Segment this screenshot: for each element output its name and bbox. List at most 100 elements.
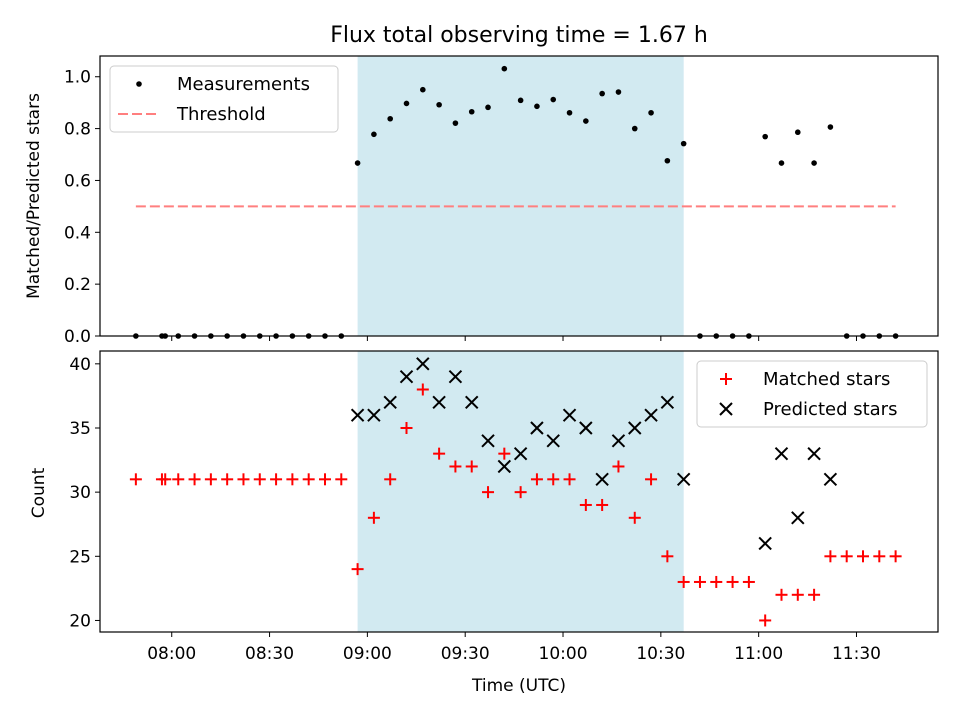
predicted-star-point <box>497 459 512 474</box>
legend-measurements-label: Measurements <box>177 74 310 95</box>
matched-star-point <box>645 473 658 486</box>
top-legend: Measurements Threshold <box>109 65 339 133</box>
matched-star-point <box>465 460 478 473</box>
matched-star-point <box>661 550 674 563</box>
matched-star-point <box>237 473 250 486</box>
measurement-point <box>811 160 817 166</box>
predicted-star-point <box>546 434 560 448</box>
matched-star-point <box>318 473 331 486</box>
bottom-panel: 20 25 30 35 40 08:00 08:30 09:00 09:30 10:00 10:3… <box>29 350 939 696</box>
predicted-star-point <box>774 446 789 461</box>
xtick-label: 08:30 <box>245 644 294 664</box>
predicted-star-point <box>481 434 495 448</box>
measurement-point <box>485 104 491 111</box>
matched-star-point <box>742 575 755 588</box>
matched-star-point <box>449 460 462 473</box>
measurement-point <box>436 101 442 108</box>
measurement-point <box>403 100 410 107</box>
matched-star-point <box>563 473 576 486</box>
measurement-point <box>827 124 834 130</box>
measurement-point <box>664 157 671 164</box>
top-ytick-label: 0.6 <box>64 171 91 191</box>
top-panel: 0.0 0.2 0.4 0.6 0.8 1.0 Matched/Predicted sta… <box>24 55 939 347</box>
bottom-ytick-label: 40 <box>69 355 91 375</box>
matched-star-point <box>270 473 283 486</box>
measurement-point <box>420 86 426 93</box>
legend-matched-label: Matched stars <box>763 369 890 390</box>
top-legend-box <box>109 65 339 133</box>
measurement-point <box>648 109 654 116</box>
predicted-star-point <box>448 369 463 384</box>
matched-star-point <box>612 460 625 473</box>
predicted-star-point <box>432 395 446 410</box>
matched-star-point <box>351 563 364 576</box>
matched-star-point <box>530 473 543 486</box>
x-axis-label: Time (UTC) <box>471 676 566 696</box>
top-ytick-label: 0.8 <box>64 120 91 140</box>
xtick-label: 11:30 <box>832 644 881 664</box>
matched-star-point <box>433 447 446 460</box>
predicted-star-point <box>823 472 838 487</box>
matched-star-point <box>596 498 609 511</box>
predicted-star-point <box>660 395 675 410</box>
measurement-point <box>566 109 573 116</box>
chart-title: Flux total observing time = 1.67 h <box>330 23 708 48</box>
xtick-label: 10:00 <box>539 644 588 664</box>
measurement-point <box>534 103 540 110</box>
measurement-point <box>794 129 801 136</box>
matched-star-point <box>221 473 234 486</box>
matched-star-point <box>159 473 172 486</box>
matched-star-point <box>129 473 142 486</box>
predicted-star-point <box>579 421 593 435</box>
matched-star-point <box>775 588 788 601</box>
matched-star-point <box>253 473 266 486</box>
top-ytick-label: 1.0 <box>64 68 91 88</box>
top-ytick-label: 0.4 <box>64 223 91 243</box>
predicted-star-point <box>791 511 805 525</box>
measurement-point <box>762 133 768 140</box>
matched-star-point <box>172 473 185 486</box>
matched-star-point <box>482 486 495 499</box>
legend-matched-marker <box>720 373 732 385</box>
matched-star-point <box>286 473 299 486</box>
predicted-star-point <box>383 395 397 410</box>
matched-star-point <box>857 550 870 563</box>
matched-star-point <box>188 473 201 486</box>
predicted-star-point <box>611 434 626 448</box>
bottom-y-axis-label: Count <box>29 467 49 518</box>
legend-threshold-label: Threshold <box>176 104 266 125</box>
measurement-point <box>680 140 687 147</box>
matched-star-point <box>498 447 511 460</box>
predicted-star-point <box>350 408 365 422</box>
predicted-star-point <box>367 408 381 422</box>
matched-star-point <box>889 550 902 563</box>
bottom-ytick-label: 30 <box>69 483 91 503</box>
predicted-star-point <box>562 408 577 422</box>
xtick-label: 09:30 <box>441 644 490 664</box>
predicted-star-point <box>530 421 544 435</box>
predicted-star-point <box>628 421 642 435</box>
measurement-point <box>517 97 524 104</box>
measurement-point <box>354 160 361 166</box>
top-ytick-label: 0.2 <box>64 275 91 295</box>
measurement-point <box>371 131 377 138</box>
bottom-legend: Matched stars Predicted stars <box>696 360 928 428</box>
predicted-star-point <box>676 472 691 487</box>
matched-star-point <box>824 550 837 563</box>
legend-predicted-marker <box>719 402 733 416</box>
bottom-ytick-label: 35 <box>69 419 91 439</box>
predicted-star-point <box>644 408 658 422</box>
matched-star-point <box>204 473 217 486</box>
predicted-star-point <box>807 446 821 461</box>
matched-star-point <box>840 550 853 563</box>
measurement-point <box>452 120 459 126</box>
matched-star-point <box>335 473 348 486</box>
matched-star-point <box>791 588 804 601</box>
measurement-point <box>631 125 638 132</box>
matched-star-point <box>677 575 690 588</box>
matched-star-point <box>693 575 706 588</box>
predicted-star-point <box>513 446 528 461</box>
legend-predicted-label: Predicted stars <box>763 399 897 420</box>
measurement-point <box>501 65 508 72</box>
measurement-point <box>599 90 605 97</box>
